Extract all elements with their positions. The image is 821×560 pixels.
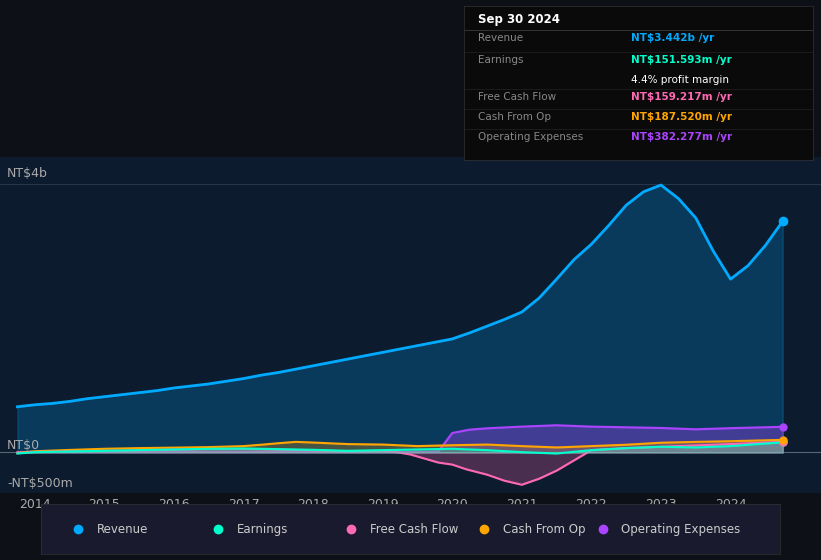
Text: Cash From Op: Cash From Op: [502, 522, 585, 536]
Text: NT$382.277m /yr: NT$382.277m /yr: [631, 132, 732, 142]
Text: NT$159.217m /yr: NT$159.217m /yr: [631, 92, 732, 102]
Text: 4.4% profit margin: 4.4% profit margin: [631, 75, 729, 85]
Text: Revenue: Revenue: [97, 522, 148, 536]
Text: Revenue: Revenue: [478, 34, 523, 43]
Text: Free Cash Flow: Free Cash Flow: [478, 92, 556, 102]
Text: -NT$500m: -NT$500m: [7, 478, 73, 491]
Text: NT$187.520m /yr: NT$187.520m /yr: [631, 112, 732, 122]
Text: NT$0: NT$0: [7, 438, 40, 452]
Text: Free Cash Flow: Free Cash Flow: [370, 522, 458, 536]
Text: Operating Expenses: Operating Expenses: [478, 132, 583, 142]
Text: Earnings: Earnings: [478, 55, 523, 65]
Text: NT$151.593m /yr: NT$151.593m /yr: [631, 55, 732, 65]
Text: NT$4b: NT$4b: [7, 167, 48, 180]
Text: Sep 30 2024: Sep 30 2024: [478, 13, 560, 26]
Text: Cash From Op: Cash From Op: [478, 112, 551, 122]
Text: Earnings: Earnings: [237, 522, 288, 536]
Text: Operating Expenses: Operating Expenses: [621, 522, 741, 536]
Text: NT$3.442b /yr: NT$3.442b /yr: [631, 34, 714, 43]
